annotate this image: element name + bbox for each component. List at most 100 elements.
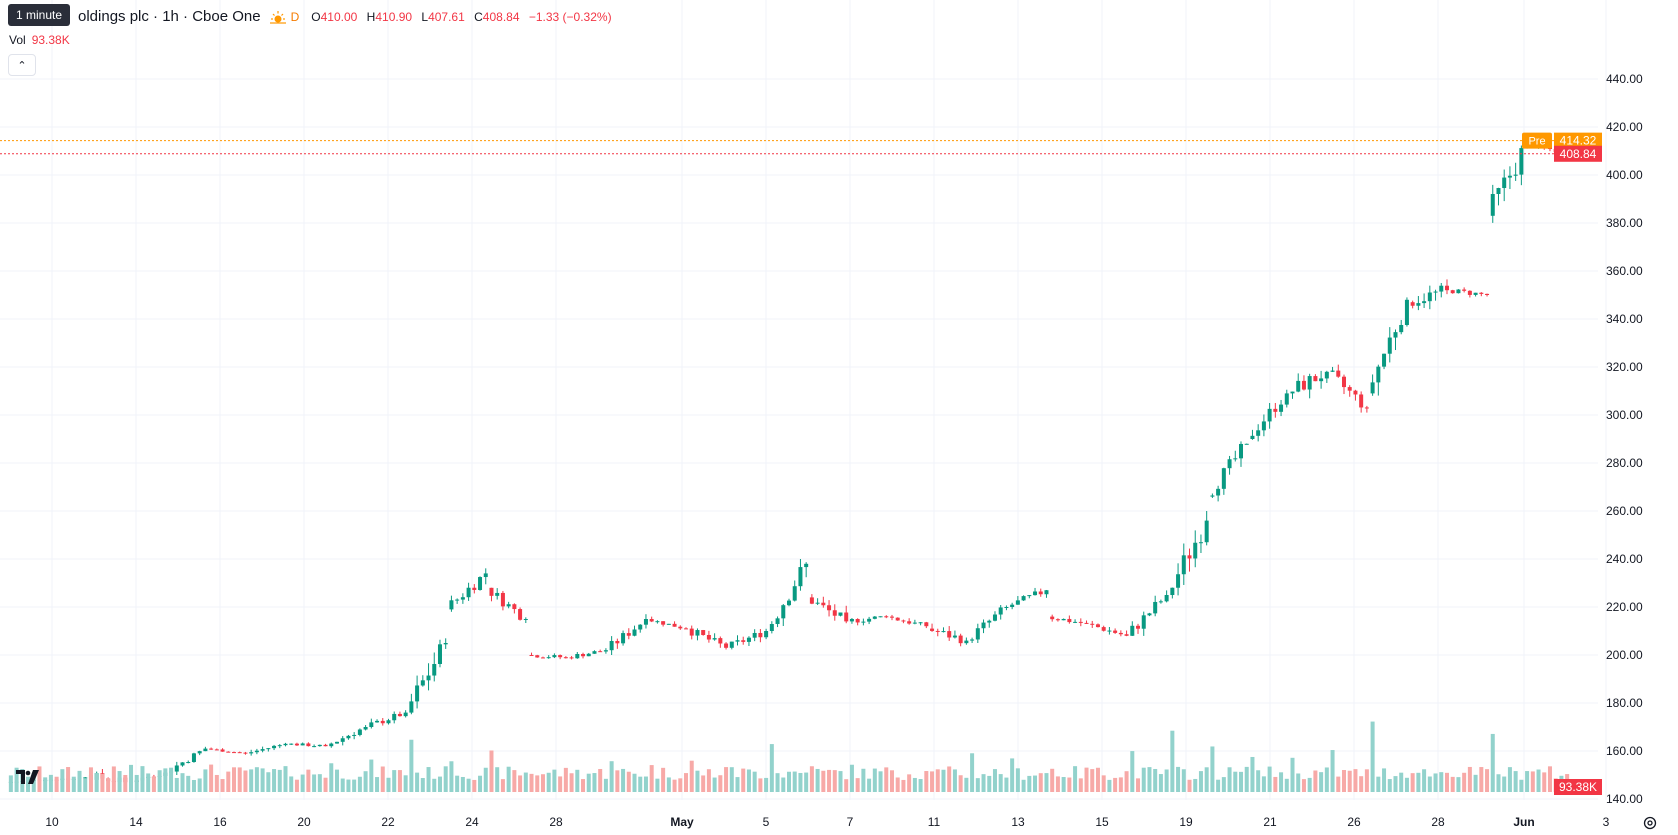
volume-bar [1198,771,1203,792]
volume-bar [638,776,643,792]
volume-bar [111,766,116,792]
candle-body [489,587,494,596]
candle-body [1485,293,1490,295]
candle-body [575,653,580,659]
y-tick-label: 400.00 [1606,168,1643,182]
volume-bar [214,774,219,792]
volume-bar [901,779,906,792]
candle-body [769,623,774,631]
candle-body [1061,618,1066,621]
candle-body [1490,194,1495,216]
candle-body [741,640,746,642]
candle-body [1450,290,1455,294]
volume-bar [861,768,866,792]
candle-body [254,750,259,753]
volume-bar [489,750,494,792]
volume-bar [1525,771,1530,792]
volume-bar [169,767,174,792]
volume-bar [1410,773,1415,792]
candle-body [895,617,900,621]
volume-bar [1427,776,1432,792]
candle-body [809,597,814,604]
volume-bar [684,773,689,792]
volume-bar [689,760,694,792]
candle-body [684,628,689,630]
candle-body [552,655,557,658]
candle-body [420,680,425,686]
volume-bar [1033,775,1038,792]
y-tick-label: 180.00 [1606,696,1643,710]
volume-bar [1164,769,1169,792]
candle-body [352,734,357,736]
candle-body [272,745,277,749]
candle-body [638,624,643,630]
volume-bar [1284,778,1289,792]
volume-bar [1084,767,1089,792]
volume-bar [312,774,317,792]
x-tick-label: 15 [1095,815,1109,829]
candle-body [1107,630,1112,632]
candle-body [369,722,374,727]
candle-body [1479,292,1484,294]
candle-body [409,701,414,713]
candle-body [1393,332,1398,338]
candle-body [306,743,311,747]
volume-tag-box [1554,779,1602,795]
candle-body [546,657,551,659]
candle-body [872,616,877,619]
candle-body [724,643,729,648]
volume-bar [958,775,963,792]
volume-bar [43,777,48,792]
candle-body [792,586,797,601]
candle-body [1336,370,1341,377]
volume-bar [243,770,248,792]
volume-bar [643,776,648,792]
volume-bar [621,768,626,792]
candle-body [1502,177,1507,189]
volume-bar [781,777,786,792]
sun-icon [269,10,286,24]
volume-bar [586,773,591,792]
collapse-legend-button[interactable]: ⌃ [8,54,36,76]
volume-bar [895,777,900,792]
volume-bar [117,771,122,792]
candle-body [558,655,563,658]
volume-bar [66,767,71,792]
tradingview-logo-icon[interactable] [14,768,42,786]
candle-body [643,619,648,625]
candle-body [975,628,980,640]
volume-bar [180,773,185,792]
volume-bar [1101,775,1106,792]
volume-bar [191,779,196,792]
symbol-title[interactable]: oldings plc · 1h · Cboe One [78,8,261,25]
volume-bar [838,771,843,792]
volume-bar [48,774,53,792]
candle-body [758,632,763,638]
candle-body [781,605,786,619]
candle-body [289,743,294,745]
candle-body [1101,627,1106,631]
volume-bar [1256,770,1261,792]
volume-bar [157,770,162,792]
volume-bar [1181,769,1186,792]
gear-icon[interactable] [1642,815,1658,831]
candle-body [243,752,248,754]
volume-bar [1073,766,1078,792]
y-tick-label: 200.00 [1606,648,1643,662]
candle-body [987,620,992,623]
candle-body [598,651,603,653]
volume-bar [1061,777,1066,792]
volume-bar [678,778,683,792]
candle-body [174,765,179,772]
candle-body [889,616,894,618]
open-label: O [311,9,321,24]
volume-bar [455,775,460,792]
candle-body [1467,290,1472,295]
candle-body [1473,292,1478,295]
candle-body [283,743,288,746]
x-tick-label: 10 [45,815,59,829]
volume-bar [100,773,105,792]
candle-body [386,720,391,724]
volume-bar [872,768,877,792]
